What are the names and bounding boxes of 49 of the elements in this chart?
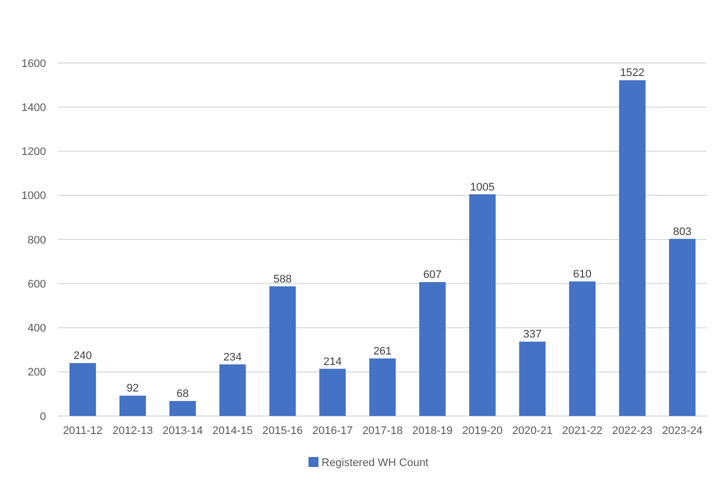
- data-label: 68: [176, 388, 189, 400]
- legend-label: Registered WH Count: [322, 457, 428, 469]
- data-label: 240: [74, 350, 92, 362]
- x-tick-label: 2022-23: [612, 425, 652, 437]
- bar: [319, 368, 346, 416]
- x-tick-label: 2016-17: [312, 425, 353, 437]
- y-tick-label: 1600: [22, 58, 46, 70]
- x-tick-label: 2021-22: [562, 425, 603, 437]
- x-tick-label: 2020-21: [512, 425, 553, 437]
- y-tick-label: 1000: [22, 190, 46, 202]
- x-tick-label: 2019-20: [462, 425, 503, 437]
- x-tick-label: 2012-13: [112, 425, 153, 437]
- x-tick-label: 2011-12: [62, 425, 103, 437]
- y-tick-label: 0: [40, 410, 46, 423]
- y-tick-label: 600: [28, 278, 46, 290]
- y-tick-label: 1400: [22, 102, 46, 114]
- y-tick-label: 800: [28, 234, 46, 246]
- data-label: 234: [223, 351, 242, 364]
- bar: [619, 80, 646, 416]
- data-label: 214: [323, 356, 342, 368]
- data-label: 610: [573, 268, 592, 280]
- x-tick-label: 2014-15: [212, 425, 253, 437]
- bar: [369, 358, 396, 416]
- bar: [119, 396, 146, 416]
- data-label: 803: [673, 226, 692, 238]
- data-label: 92: [126, 382, 139, 395]
- data-label: 1522: [620, 67, 645, 80]
- data-label: 261: [373, 345, 392, 358]
- bar: [419, 282, 446, 416]
- y-tick-label: 400: [28, 322, 46, 335]
- x-tick-label: 2023-24: [662, 425, 702, 437]
- bar: [519, 342, 546, 416]
- x-tick-label: 2017-18: [362, 425, 403, 437]
- bar: [269, 286, 296, 416]
- bar: [219, 364, 246, 416]
- bar: [469, 194, 496, 416]
- data-label: 1005: [470, 181, 495, 194]
- bar: [169, 400, 196, 416]
- bar: [69, 363, 96, 416]
- bar: [669, 238, 696, 416]
- y-tick-label: 200: [28, 366, 46, 379]
- x-tick-label: 2015-16: [262, 425, 303, 437]
- data-label: 337: [523, 328, 542, 341]
- x-tick-label: 2013-14: [162, 425, 203, 437]
- data-label: 588: [273, 273, 292, 286]
- bar: [569, 281, 596, 416]
- data-label: 607: [423, 269, 442, 282]
- y-tick-label: 1200: [22, 146, 46, 158]
- x-tick-label: 2018-19: [412, 425, 453, 437]
